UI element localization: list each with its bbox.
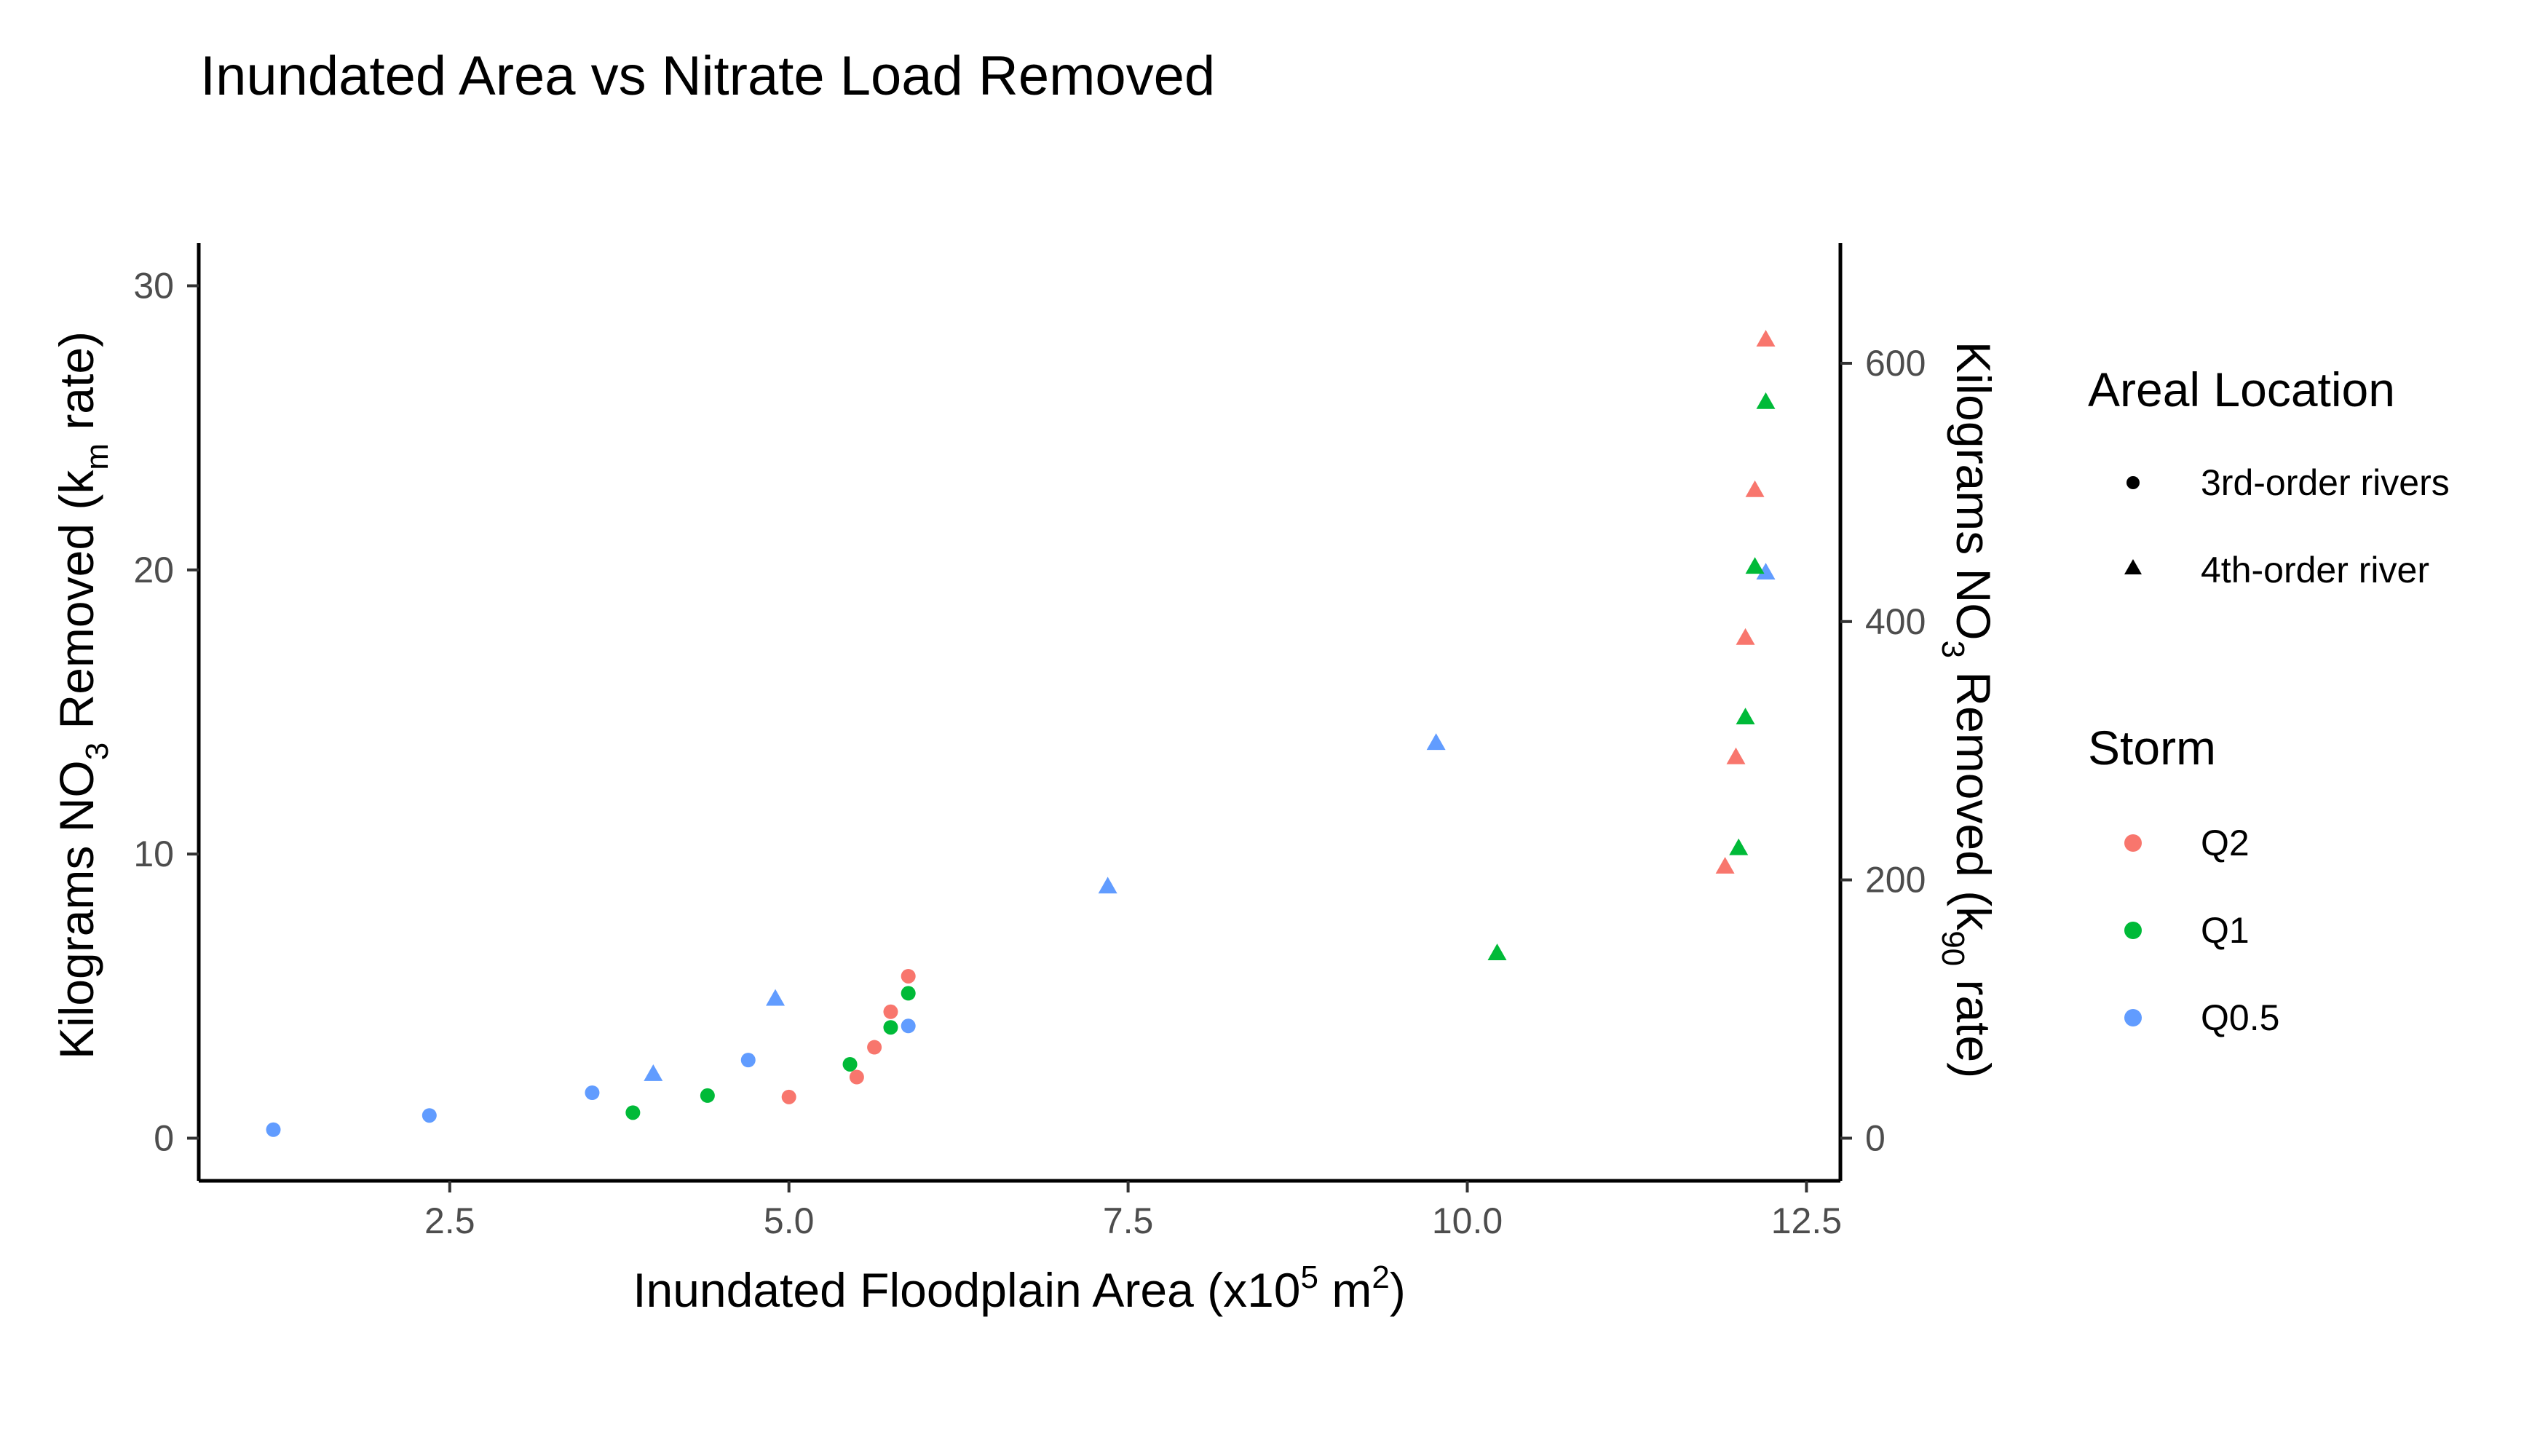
data-point <box>867 1040 882 1055</box>
shape-legend-title: Areal Location <box>2088 363 2395 416</box>
x-tick-label: 2.5 <box>424 1200 475 1241</box>
data-point <box>1745 480 1765 497</box>
plot-area <box>266 330 1776 1137</box>
legend-q1-key <box>2124 922 2142 939</box>
data-point <box>1726 747 1746 764</box>
data-point <box>1729 838 1749 855</box>
data-point <box>842 1056 858 1072</box>
y-axis-left-title: Kilograms NO3 Removed (km rate) <box>50 331 115 1059</box>
data-point <box>585 1085 600 1101</box>
legend-label-q05: Q0.5 <box>2201 997 2279 1038</box>
legend-label-3rd-order: 3rd-order rivers <box>2201 462 2450 503</box>
chart-title: Inundated Area vs Nitrate Load Removed <box>200 45 1215 107</box>
data-point <box>266 1122 281 1137</box>
data-point <box>901 1018 916 1034</box>
y-axis-right-title: Kilograms NO3 Removed (k90 rate) <box>1935 341 2001 1078</box>
data-point <box>625 1105 641 1120</box>
data-point <box>1715 857 1735 874</box>
data-point <box>849 1069 864 1085</box>
data-point <box>644 1064 663 1081</box>
data-point <box>901 968 916 984</box>
x-axis-title: Inundated Floodplain Area (x105 m2) <box>633 1259 1406 1317</box>
y-left-tick-label: 0 <box>154 1117 174 1158</box>
legend-triangle-key <box>2124 559 2142 574</box>
legend-label-q1: Q1 <box>2201 910 2250 951</box>
data-point <box>901 986 916 1001</box>
legend: Areal Location 3rd-order rivers 4th-orde… <box>2088 363 2450 1038</box>
x-tick-label: 5.0 <box>764 1200 815 1241</box>
tick-marks: 2.5 5.0 7.5 10.0 12.5 0 10 20 30 0 200 400 600 <box>133 266 1926 1241</box>
data-point <box>1098 877 1117 894</box>
legend-label-q2: Q2 <box>2201 823 2250 863</box>
data-point <box>1745 557 1765 574</box>
data-point <box>883 1020 898 1035</box>
data-point <box>1756 563 1776 579</box>
legend-q2-key <box>2124 834 2142 852</box>
y-left-tick-label: 30 <box>133 266 174 306</box>
data-point <box>1756 330 1776 347</box>
y-right-tick-label: 200 <box>1865 860 1926 901</box>
y-left-tick-label: 20 <box>133 550 174 590</box>
data-point <box>740 1053 756 1068</box>
y-left-tick-label: 10 <box>133 834 174 874</box>
y-right-tick-label: 600 <box>1865 343 1926 384</box>
x-tick-label: 10.0 <box>1432 1200 1503 1241</box>
color-legend-title: Storm <box>2088 721 2216 775</box>
y-right-tick-label: 400 <box>1865 601 1926 642</box>
data-point <box>1736 708 1755 725</box>
y-right-tick-label: 0 <box>1865 1117 1886 1158</box>
legend-q05-key <box>2124 1009 2142 1026</box>
data-point <box>700 1088 715 1103</box>
data-point <box>1756 392 1776 409</box>
data-point <box>1487 943 1507 960</box>
x-tick-label: 7.5 <box>1103 1200 1154 1241</box>
data-point <box>766 989 786 1006</box>
x-tick-label: 12.5 <box>1771 1200 1842 1241</box>
data-point <box>422 1108 437 1123</box>
axes <box>197 243 1843 1183</box>
data-point <box>1736 628 1755 645</box>
data-point <box>883 1004 898 1019</box>
data-point <box>1426 733 1446 751</box>
legend-circle-key <box>2126 476 2140 489</box>
data-point <box>781 1089 796 1104</box>
legend-label-4th-order: 4th-order river <box>2201 550 2429 590</box>
